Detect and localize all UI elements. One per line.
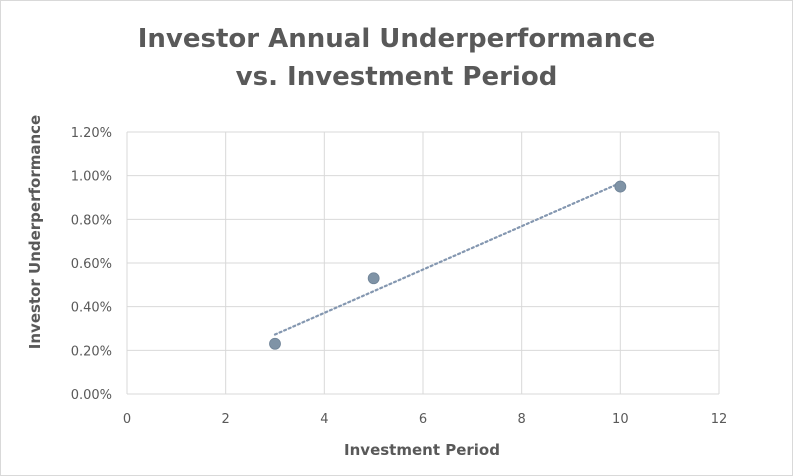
trendline	[273, 181, 622, 336]
x-axis-tick-labels: 0 2 4 6 8 10 12	[123, 412, 727, 427]
y-tick-label: 1.20%	[71, 126, 112, 141]
y-tick-label: 0.40%	[71, 301, 112, 316]
x-tick-label: 4	[320, 412, 328, 427]
data-point	[269, 337, 281, 350]
gridlines	[126, 131, 720, 395]
x-axis-title: Investment Period	[344, 441, 500, 459]
y-tick-label: 0.00%	[71, 388, 112, 403]
y-axis-title: Investor Underperformance	[26, 115, 44, 349]
y-tick-label: 0.20%	[71, 344, 112, 359]
chart-title-line-1: Investor Annual Underperformance	[137, 24, 656, 54]
x-tick-label: 12	[711, 412, 728, 427]
y-tick-label: 1.00%	[71, 170, 112, 185]
x-tick-label: 2	[222, 412, 230, 427]
data-points	[269, 180, 627, 350]
y-tick-label: 0.80%	[71, 213, 112, 228]
y-axis-tick-labels: 0.00% 0.20% 0.40% 0.60% 0.80% 1.00% 1.20%	[71, 126, 112, 403]
data-point	[367, 272, 380, 285]
data-point	[614, 180, 627, 193]
x-tick-label: 6	[419, 412, 427, 427]
x-tick-label: 10	[612, 412, 629, 427]
chart-title-line-2: vs. Investment Period	[235, 62, 558, 92]
x-tick-label: 0	[123, 412, 131, 427]
chart-title: Investor Annual Underperformance vs. Inv…	[0, 20, 793, 96]
y-tick-label: 0.60%	[71, 257, 112, 272]
x-tick-label: 8	[518, 412, 526, 427]
trendline-group	[273, 181, 622, 336]
